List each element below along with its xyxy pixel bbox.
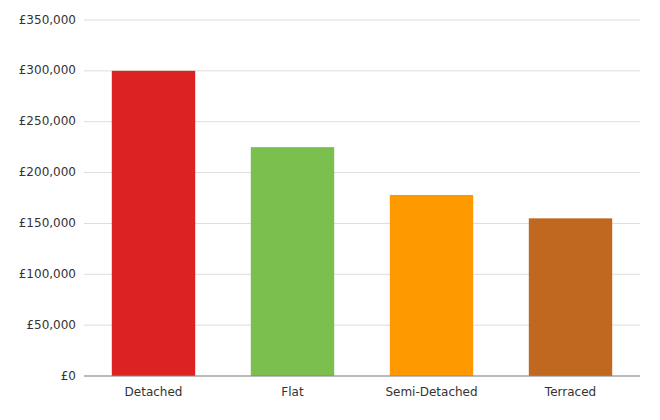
y-tick-label: £150,000 xyxy=(19,216,76,230)
bar xyxy=(390,195,473,376)
grid-line xyxy=(84,376,640,377)
y-grid xyxy=(84,20,640,376)
y-tick-label: £350,000 xyxy=(19,13,76,27)
x-axis: Detached Flat Semi-Detached Terraced xyxy=(125,385,597,399)
y-tick-label: £300,000 xyxy=(19,63,76,77)
x-tick-label: Terraced xyxy=(544,385,596,399)
chart-svg: £0 £50,000 £100,000 £150,000 £200,000 £250,00… xyxy=(0,0,660,420)
y-tick-label: £0 xyxy=(61,369,76,383)
y-tick-label: £250,000 xyxy=(19,114,76,128)
x-tick-label: Flat xyxy=(281,385,304,399)
bar xyxy=(112,71,195,376)
bars xyxy=(112,71,612,376)
bar xyxy=(251,147,334,376)
x-tick-label: Semi-Detached xyxy=(385,385,477,399)
y-tick-label: £200,000 xyxy=(19,165,76,179)
chart-container: £0 £50,000 £100,000 £150,000 £200,000 £250,00… xyxy=(0,0,660,420)
x-axis-line xyxy=(84,376,640,377)
y-tick-label: £100,000 xyxy=(19,267,76,281)
x-tick-label: Detached xyxy=(125,385,183,399)
grid-line xyxy=(84,20,640,21)
bar xyxy=(529,218,612,376)
y-tick-label: £50,000 xyxy=(26,318,76,332)
y-axis: £0 £50,000 £100,000 £150,000 £200,000 £250,00… xyxy=(19,13,76,383)
